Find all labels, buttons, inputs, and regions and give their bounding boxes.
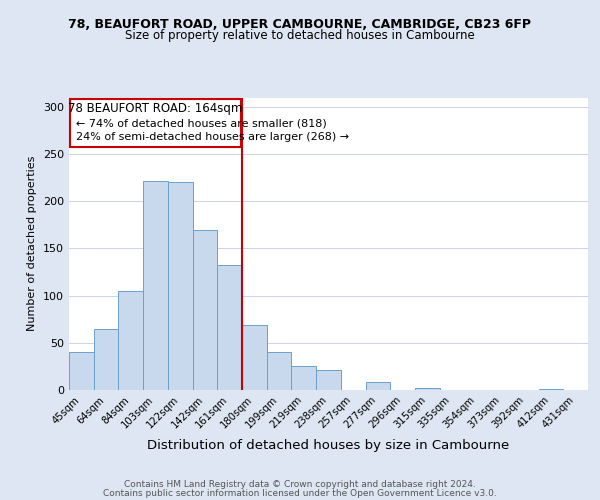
FancyBboxPatch shape [70, 100, 241, 146]
Text: Size of property relative to detached houses in Cambourne: Size of property relative to detached ho… [125, 29, 475, 42]
Bar [193, 230, 217, 390]
Bar [267, 352, 292, 390]
Text: 78, BEAUFORT ROAD, UPPER CAMBOURNE, CAMBRIDGE, CB23 6FP: 78, BEAUFORT ROAD, UPPER CAMBOURNE, CAMB… [68, 18, 532, 30]
Bar [365, 382, 390, 390]
Bar [217, 264, 242, 390]
Y-axis label: Number of detached properties: Number of detached properties [28, 156, 37, 332]
Bar [242, 325, 267, 390]
Bar [118, 291, 143, 390]
Bar [316, 370, 341, 390]
Bar [94, 328, 118, 390]
Bar [539, 389, 563, 390]
Bar [292, 366, 316, 390]
Bar [415, 388, 440, 390]
Bar [168, 182, 193, 390]
Bar [69, 352, 94, 390]
Bar [143, 180, 168, 390]
Text: 78 BEAUFORT ROAD: 164sqm: 78 BEAUFORT ROAD: 164sqm [68, 102, 242, 115]
Text: 24% of semi-detached houses are larger (268) →: 24% of semi-detached houses are larger (… [76, 132, 350, 142]
X-axis label: Distribution of detached houses by size in Cambourne: Distribution of detached houses by size … [148, 439, 509, 452]
Text: Contains HM Land Registry data © Crown copyright and database right 2024.: Contains HM Land Registry data © Crown c… [124, 480, 476, 489]
Text: ← 74% of detached houses are smaller (818): ← 74% of detached houses are smaller (81… [76, 118, 327, 128]
Text: Contains public sector information licensed under the Open Government Licence v3: Contains public sector information licen… [103, 489, 497, 498]
